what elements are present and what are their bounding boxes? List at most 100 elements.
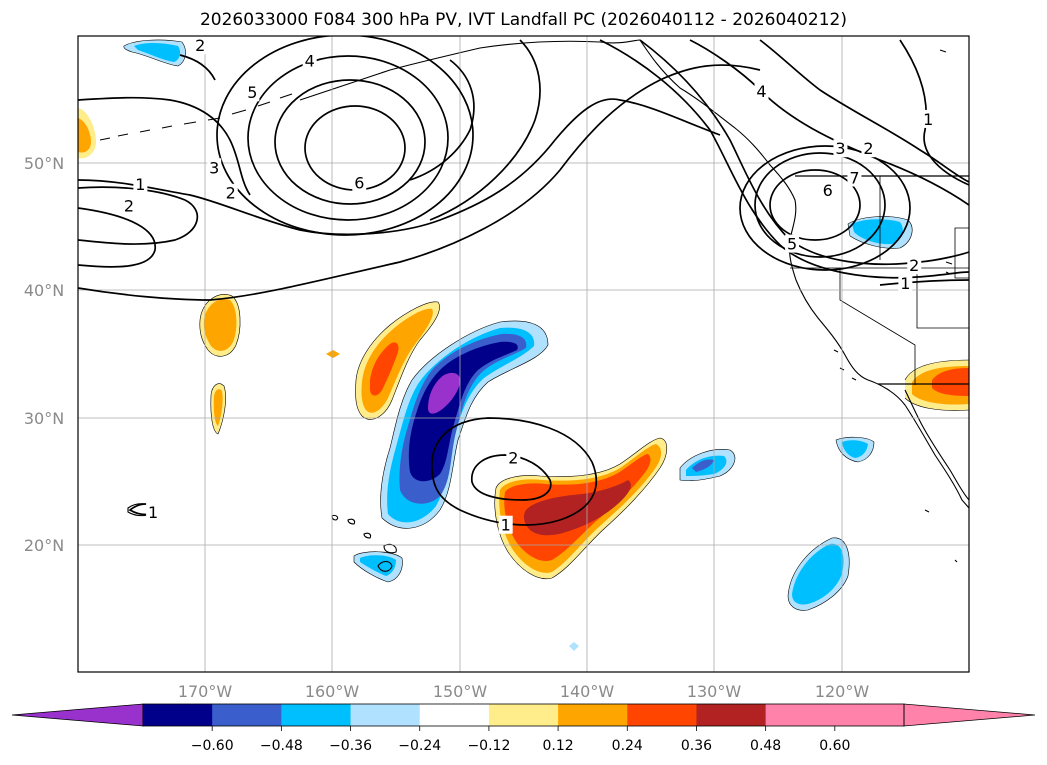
positive-patch-small-orange-inner — [203, 298, 237, 351]
contour-label: 5 — [787, 235, 797, 254]
contour-open — [759, 39, 969, 183]
contour-label-background — [898, 274, 913, 293]
positive-patch-west-edge-inner — [78, 118, 91, 153]
border-california-nevada — [839, 268, 916, 385]
colorbar-tick-label: −0.60 — [191, 738, 234, 754]
negative-patch-east-core — [692, 459, 714, 472]
contour-ring — [274, 79, 426, 205]
contour-label-background — [352, 173, 367, 192]
colorbar-tick-label: −0.36 — [329, 738, 372, 754]
colorbar-segment — [419, 704, 490, 726]
contour-open — [899, 39, 969, 186]
positive-patch-tiny — [326, 350, 340, 358]
colorbar-tick-label: 0.48 — [750, 738, 781, 754]
colorbar-segment — [281, 704, 352, 726]
ivt-contours — [78, 36, 969, 526]
contour-label-background — [146, 503, 161, 521]
contour-label: 2 — [226, 184, 236, 203]
border-idaho — [879, 176, 969, 329]
coastline-baja — [904, 389, 969, 501]
contour-label-background — [833, 139, 848, 158]
contour-label-background — [498, 515, 513, 534]
colorbar-segment — [765, 704, 836, 726]
border-misc — [954, 227, 969, 279]
contour-open — [689, 39, 969, 206]
colorbar-segment — [696, 704, 767, 726]
colorbar-segment — [488, 704, 559, 726]
positive-patch-narrow-inner — [213, 389, 223, 426]
chart-title: 2026033000 F084 300 hPa PV, IVT Landfall… — [199, 10, 847, 30]
contour-label-background — [506, 448, 521, 467]
lon-labels: 170°W 160°W 150°W 140°W 130°W 120°W — [178, 682, 870, 701]
contour-open — [78, 207, 156, 268]
lon-label: 120°W — [815, 682, 870, 701]
lon-label: 140°W — [560, 682, 615, 701]
positive-patch-east-edge-core — [932, 368, 969, 396]
contour-label: 2 — [863, 139, 873, 158]
lon-label: 150°W — [433, 682, 488, 701]
contour-label-background — [847, 168, 862, 187]
contour-label: 5 — [247, 83, 257, 102]
negative-patch-speck — [569, 642, 579, 651]
contour-label-background — [245, 83, 260, 102]
lat-label: 30°N — [24, 409, 64, 428]
contour-open — [879, 279, 969, 286]
colorbar-segment — [143, 704, 213, 726]
negative-patch-north-inner — [134, 43, 181, 62]
contour-label-background — [785, 234, 800, 253]
colorbar-tick-label: 0.60 — [819, 738, 850, 754]
colorbar-segment — [212, 704, 282, 726]
contour-ring — [769, 169, 861, 241]
lat-labels: 20°N 30°N 40°N 50°N — [24, 154, 64, 555]
contour-label: 2 — [195, 36, 205, 55]
contour-label: 1 — [135, 175, 145, 194]
contour-open — [409, 59, 475, 181]
coastlines — [99, 39, 969, 572]
contour-label: 1 — [501, 516, 511, 535]
contour-label: 2 — [909, 256, 919, 275]
colorbar-tick-label: 0.36 — [681, 738, 712, 754]
colorbar-frame — [142, 703, 905, 727]
colorbar-segment — [627, 704, 697, 726]
contour-open — [599, 39, 969, 279]
contour-label-background — [223, 183, 238, 202]
contour-ring — [754, 152, 886, 258]
contour-label-background — [302, 51, 317, 70]
shading-outlines — [123, 39, 969, 611]
lat-label: 20°N — [24, 536, 64, 555]
colorbar-tick-label: 0.12 — [543, 738, 574, 754]
contour-label-background — [921, 109, 936, 128]
colorbar-tick-label: −0.48 — [260, 738, 303, 754]
lat-label: 40°N — [24, 281, 64, 300]
contour-label: 1 — [900, 274, 910, 293]
colorbar-tick-label: −0.24 — [398, 738, 441, 754]
contour-label: 6 — [354, 174, 364, 193]
contour-open — [78, 186, 199, 245]
contour-open — [429, 39, 541, 221]
lon-label: 160°W — [305, 682, 360, 701]
positive-anomaly-strong — [523, 480, 631, 536]
colorbar-segment — [834, 704, 905, 726]
contour-label: 6 — [823, 181, 833, 200]
colorbar-segment — [350, 704, 421, 726]
contour-open — [78, 98, 721, 236]
colorbar-extend-low — [11, 703, 144, 727]
contour-label: 3 — [209, 158, 219, 177]
lon-label: 170°W — [178, 682, 233, 701]
contour-label: 4 — [756, 82, 766, 101]
contour-label: 2 — [124, 196, 134, 215]
contour-ring — [739, 145, 911, 271]
contour-label: 1 — [148, 503, 158, 522]
pv-shading — [78, 39, 969, 651]
contour-label-background — [754, 81, 769, 100]
negative-patch-oregon-inner — [852, 219, 903, 245]
contour-label: 1 — [923, 110, 933, 129]
contour-label-background — [207, 158, 222, 177]
negative-anomaly-extreme — [428, 372, 461, 414]
island-hawaii — [331, 514, 397, 572]
colorbar: −0.60 −0.48 −0.36 −0.24 −0.12 0.12 0.24 0.36 0.4… — [11, 703, 1036, 754]
contour-label-background — [907, 256, 922, 275]
contour-loop-2 — [471, 454, 552, 501]
